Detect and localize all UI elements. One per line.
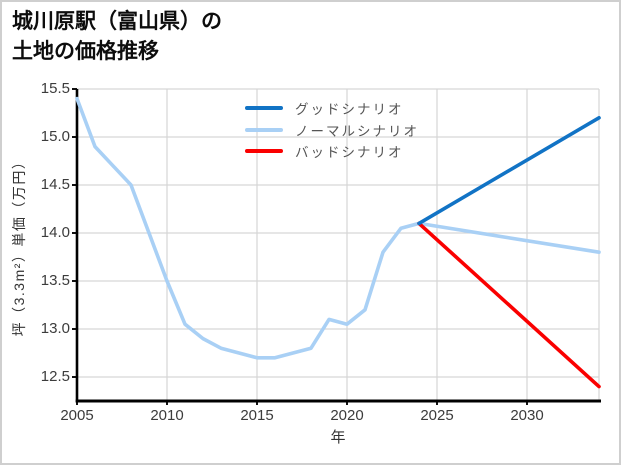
- y-tick-label: 14.0: [40, 224, 70, 241]
- y-tick-label: 14.5: [40, 176, 70, 193]
- series-line-0: [417, 116, 601, 226]
- y-tick-label: 15.0: [40, 128, 70, 145]
- chart-title-line2: 土地の価格推移: [12, 40, 159, 63]
- x-tick-label: 2010: [150, 407, 184, 424]
- x-tick-label: 2005: [60, 407, 94, 424]
- legend-label: グッドシナリオ: [295, 101, 404, 117]
- series-line-1: [75, 96, 601, 360]
- series-line-2: [417, 221, 601, 389]
- legend-item-1: ノーマルシナリオ: [245, 119, 419, 141]
- legend-item-0: グッドシナリオ: [245, 97, 419, 119]
- chart-title-line1: 城川原駅（富山県）の: [12, 10, 222, 33]
- y-tick-label: 15.5: [40, 80, 70, 97]
- y-tick-label: 12.5: [40, 368, 70, 385]
- legend-line-swatch: [245, 105, 283, 110]
- y-axis-label: 坪（3.3m²）単価（万円）: [11, 153, 27, 337]
- chart-title: 城川原駅（富山県）の 土地の価格推移: [12, 7, 222, 67]
- legend-label: ノーマルシナリオ: [295, 123, 419, 139]
- x-tick-label: 2030: [510, 407, 544, 424]
- legend-line-swatch: [245, 149, 283, 154]
- legend-line-swatch: [245, 127, 283, 132]
- y-tick-label: 13.5: [40, 272, 70, 289]
- y-tick-label: 13.0: [40, 320, 70, 337]
- x-tick-label: 2025: [420, 407, 454, 424]
- legend-item-2: バッドシナリオ: [245, 140, 419, 162]
- legend: グッドシナリオ ノーマルシナリオ バッドシナリオ: [245, 97, 419, 162]
- x-tick-label: 2020: [330, 407, 364, 424]
- x-tick-label: 2015: [240, 407, 274, 424]
- legend-label: バッドシナリオ: [295, 145, 404, 161]
- x-axis-label: 年: [330, 429, 346, 446]
